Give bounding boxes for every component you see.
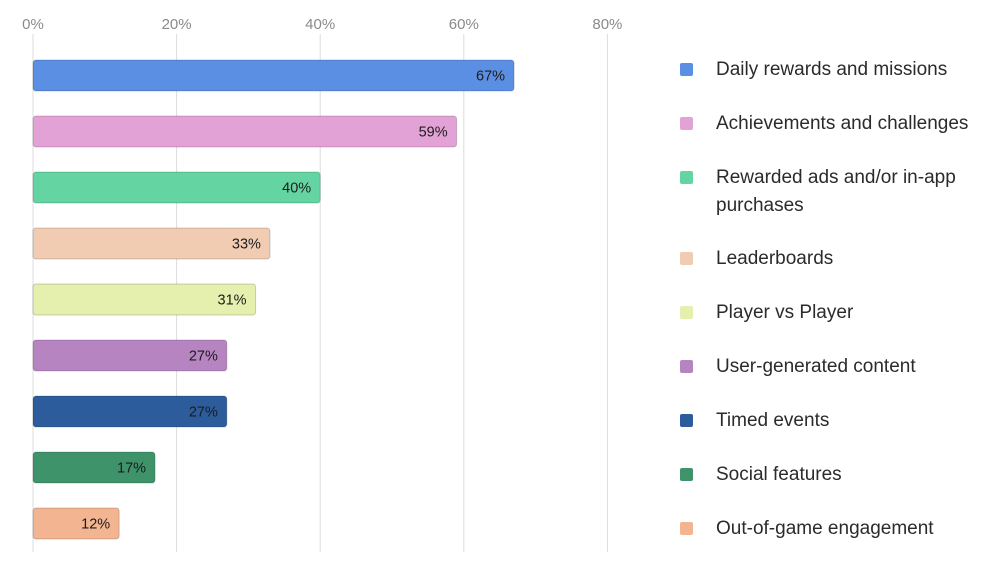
x-tick-label: 0% [22, 16, 44, 33]
bar-value-label: 27% [189, 349, 218, 365]
x-tick-label: 40% [305, 16, 335, 33]
bar [32, 59, 515, 92]
bar [32, 339, 228, 372]
legend-label: Achievements and challenges [716, 113, 969, 134]
bar [32, 395, 228, 428]
bar-value-label: 12% [81, 517, 110, 533]
legend-label: Daily rewards and missions [716, 59, 948, 80]
bar-value-label: 27% [189, 405, 218, 421]
bar [32, 171, 321, 204]
legend-swatch [680, 522, 693, 535]
legend-label: Out-of-game engagement [716, 518, 934, 539]
bar [32, 507, 120, 540]
legend-swatch [680, 414, 693, 427]
legend-item: Daily rewards and missions [680, 56, 986, 84]
bar-value-label: 17% [117, 461, 146, 477]
legend-label: Rewarded ads and/or in-app purchases [716, 167, 956, 216]
legend-swatch [680, 252, 693, 265]
x-tick-label: 80% [592, 16, 622, 33]
legend-item: Rewarded ads and/or in-app purchases [680, 164, 986, 220]
bar-value-label: 31% [218, 293, 247, 309]
x-tick-label: 20% [162, 16, 192, 33]
bar-value-label: 59% [419, 125, 448, 141]
legend-label: Leaderboards [716, 248, 834, 269]
legend-swatch [680, 360, 693, 373]
legend-swatch [680, 63, 693, 76]
bar [32, 451, 156, 484]
legend-label: User-generated content [716, 356, 916, 377]
legend-item: Achievements and challenges [680, 110, 986, 138]
legend-label: Timed events [716, 410, 830, 431]
legend-swatch [680, 306, 693, 319]
legend-item: Out-of-game engagement [680, 515, 986, 543]
bar-value-label: 33% [232, 237, 261, 253]
bar [32, 227, 271, 260]
legend-swatch [680, 117, 693, 130]
legend-item: Social features [680, 461, 986, 489]
legend-item: Timed events [680, 407, 986, 435]
legend-swatch [680, 468, 693, 481]
bar-chart-plot: 0% 20% 40% 60% 80% 67% 59% 40% 33% 31% 27% 27% 17% 12… [22, 16, 622, 552]
bar [32, 283, 257, 316]
legend-item: Player vs Player [680, 299, 986, 327]
legend-swatch [680, 171, 693, 184]
legend-item: User-generated content [680, 353, 986, 381]
x-tick-label: 60% [449, 16, 479, 33]
bar-value-label: 67% [476, 69, 505, 85]
legend-label: Player vs Player [716, 302, 854, 323]
bar-value-label: 40% [282, 181, 311, 197]
legend-label: Social features [716, 464, 842, 485]
legend-item: Leaderboards [680, 245, 986, 273]
bar [32, 115, 458, 148]
